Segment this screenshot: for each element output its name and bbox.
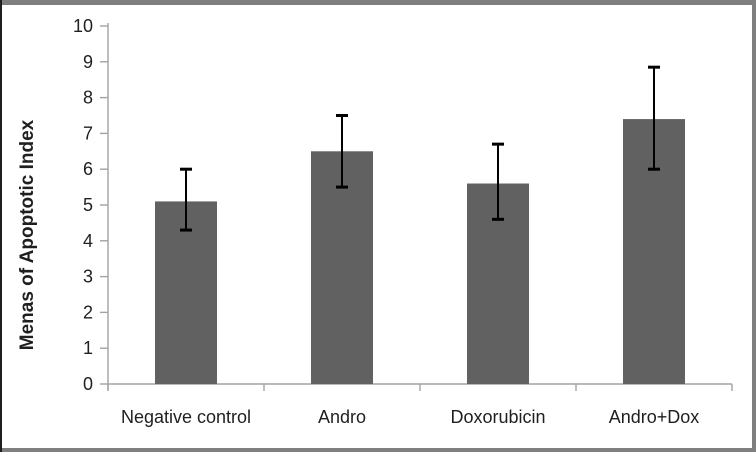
y-tick-label: 3 (83, 267, 93, 287)
y-tick-label: 9 (83, 52, 93, 72)
y-tick-label: 2 (83, 302, 93, 322)
x-category-label: Doxorubicin (450, 407, 545, 427)
y-axis-title: Menas of Apoptotic Index (17, 119, 38, 350)
y-tick-label: 6 (83, 159, 93, 179)
bar (311, 151, 373, 384)
y-tick-label: 1 (83, 338, 93, 358)
y-tick-label: 0 (83, 374, 93, 394)
frame-border-bottom (0, 448, 756, 452)
bar (155, 201, 217, 384)
frame-border-right (752, 0, 756, 452)
frame-border-left (0, 0, 2, 452)
y-tick-label: 10 (73, 16, 93, 36)
y-tick-label: 4 (83, 231, 93, 251)
x-category-label: Negative control (121, 407, 251, 427)
y-tick-label: 8 (83, 88, 93, 108)
x-category-label: Andro (318, 407, 366, 427)
y-tick-label: 5 (83, 195, 93, 215)
frame-border-top (0, 0, 756, 5)
x-category-label: Andro+Dox (609, 407, 700, 427)
y-tick-label: 7 (83, 123, 93, 143)
